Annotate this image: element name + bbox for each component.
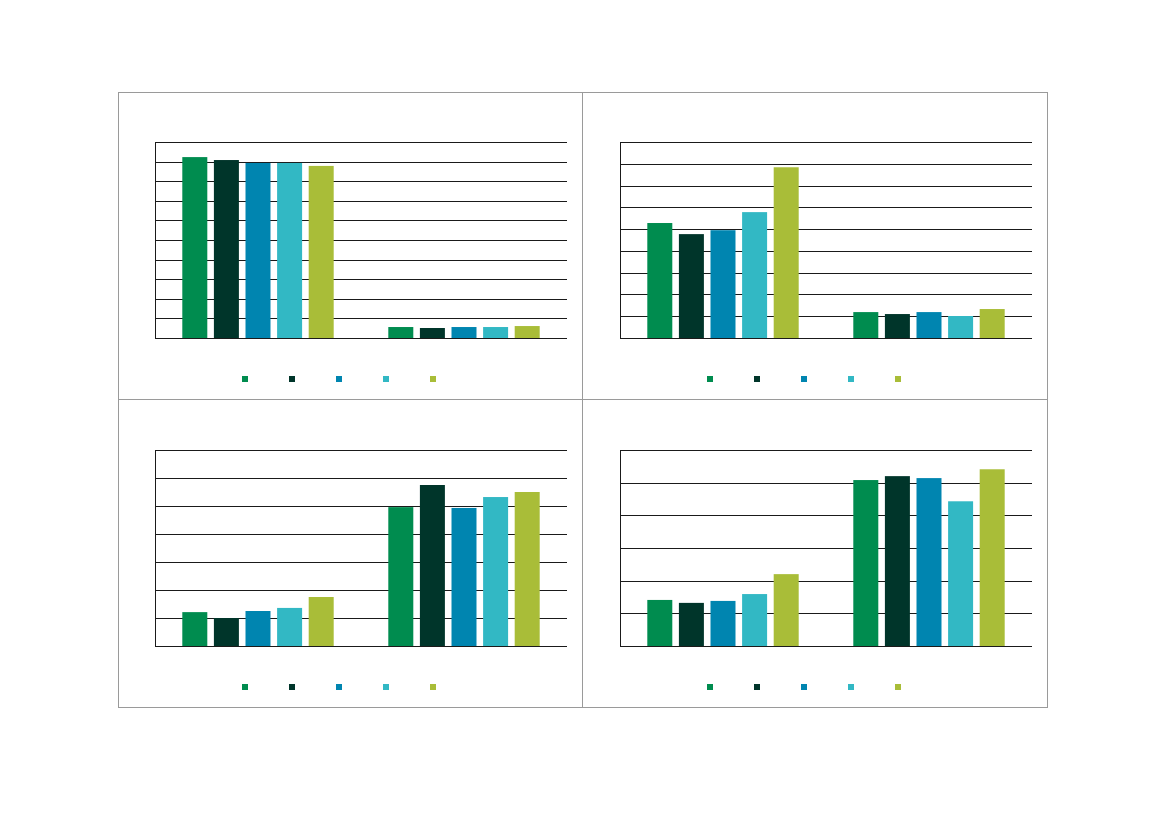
bar	[916, 478, 942, 646]
bar	[213, 160, 239, 338]
bar	[245, 162, 271, 338]
bar	[710, 600, 736, 646]
legend-marker	[754, 684, 760, 690]
bar	[245, 611, 271, 646]
bar	[419, 485, 445, 646]
legend-marker	[707, 376, 713, 382]
legend-marker	[242, 376, 248, 382]
bar	[678, 234, 704, 338]
legend-marker	[430, 684, 436, 690]
bar	[308, 165, 334, 338]
bar	[213, 618, 239, 646]
bar	[182, 612, 208, 646]
bar	[647, 223, 673, 338]
bar	[742, 212, 768, 338]
legend-marker	[242, 684, 248, 690]
bar	[979, 309, 1005, 338]
legend-marker	[336, 684, 342, 690]
bar	[884, 314, 910, 338]
bar	[979, 469, 1005, 646]
bar	[678, 602, 704, 646]
legend-marker	[848, 376, 854, 382]
bar	[419, 328, 445, 338]
legend-marker	[895, 376, 901, 382]
legend-marker	[336, 376, 342, 382]
legend-marker	[707, 684, 713, 690]
bar	[853, 312, 879, 338]
legend-marker	[289, 376, 295, 382]
legend-marker	[289, 684, 295, 690]
bar	[277, 607, 303, 646]
bar	[773, 167, 799, 338]
bar	[483, 327, 509, 338]
bar	[742, 594, 768, 646]
bar	[451, 327, 477, 338]
bar	[710, 230, 736, 338]
bar	[388, 507, 414, 646]
legend-marker	[801, 684, 807, 690]
legend-marker	[801, 376, 807, 382]
bar	[388, 327, 414, 338]
bar	[884, 476, 910, 646]
bar	[451, 507, 477, 646]
bar	[277, 162, 303, 338]
bar	[948, 316, 974, 338]
bar	[514, 326, 540, 338]
bar	[647, 599, 673, 646]
legend-marker	[383, 684, 389, 690]
legend-marker	[754, 376, 760, 382]
bar	[773, 574, 799, 646]
bar	[483, 497, 509, 646]
bar	[948, 501, 974, 646]
bar	[916, 312, 942, 338]
legend-marker	[895, 684, 901, 690]
bar	[308, 597, 334, 646]
legend-marker	[848, 684, 854, 690]
bar	[514, 492, 540, 646]
legend-marker	[383, 376, 389, 382]
bar	[853, 480, 879, 646]
legend-marker	[430, 376, 436, 382]
bar	[182, 157, 208, 338]
